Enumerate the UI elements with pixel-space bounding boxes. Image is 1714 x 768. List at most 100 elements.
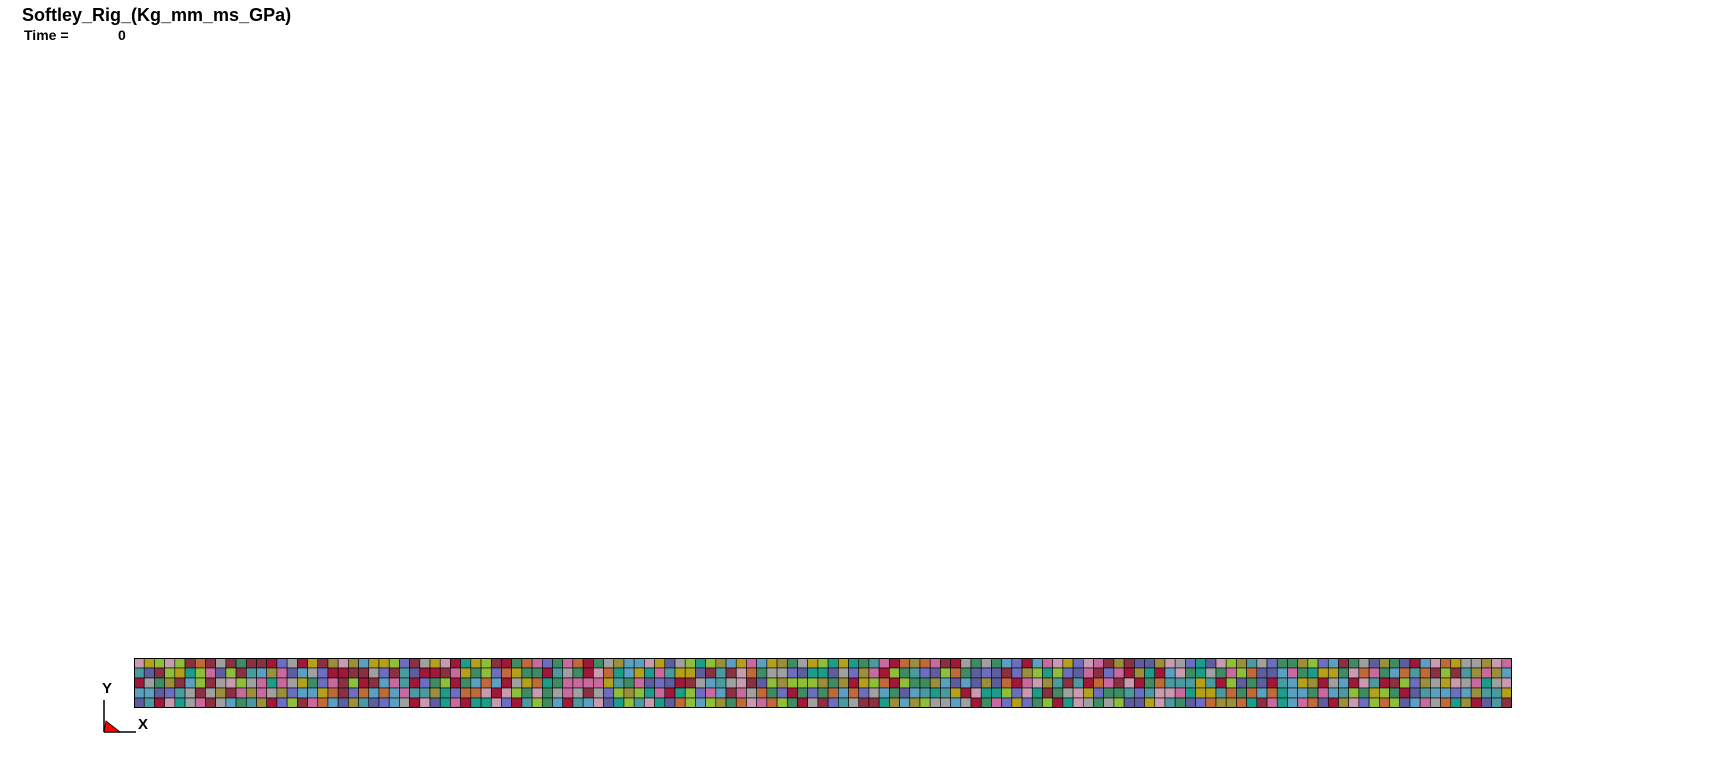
mesh-element[interactable] [991,677,1002,689]
mesh-element[interactable] [286,687,298,699]
mesh-element[interactable] [776,667,788,679]
mesh-element[interactable] [827,658,839,669]
mesh-element[interactable] [1164,658,1176,669]
mesh-element[interactable] [1103,658,1115,669]
mesh-element[interactable] [154,658,165,669]
mesh-element[interactable] [1338,687,1349,699]
mesh-element[interactable] [1154,658,1166,669]
mesh-element[interactable] [1501,697,1512,708]
mesh-element[interactable] [1031,677,1043,689]
mesh-element[interactable] [1348,667,1360,679]
mesh-element[interactable] [419,697,431,708]
mesh-element[interactable] [797,677,808,689]
mesh-element[interactable] [1409,687,1421,699]
mesh-element[interactable] [929,687,941,699]
mesh-element[interactable] [909,658,921,669]
mesh-element[interactable] [1419,658,1431,669]
mesh-element[interactable] [766,667,778,679]
mesh-element[interactable] [950,697,962,708]
mesh-element[interactable] [1215,667,1227,679]
mesh-element[interactable] [1327,697,1339,708]
mesh-element[interactable] [460,687,472,699]
mesh-element[interactable] [307,667,319,679]
mesh-element[interactable] [1481,658,1492,669]
mesh-element[interactable] [1103,697,1115,708]
mesh-element[interactable] [307,697,319,708]
mesh-element[interactable] [1287,677,1298,689]
mesh-element[interactable] [450,697,461,708]
mesh-element[interactable] [429,658,441,669]
mesh-element[interactable] [429,687,441,699]
mesh-element[interactable] [633,667,645,679]
mesh-element[interactable] [797,697,808,708]
mesh-element[interactable] [1021,667,1033,679]
mesh-element[interactable] [858,658,870,669]
mesh-element[interactable] [1460,667,1472,679]
mesh-element[interactable] [664,687,676,699]
mesh-element[interactable] [358,687,370,699]
mesh-element[interactable] [1450,697,1462,708]
mesh-element[interactable] [1338,658,1349,669]
mesh-element[interactable] [735,658,747,669]
mesh-element[interactable] [1430,667,1441,679]
mesh-element[interactable] [1011,697,1023,708]
mesh-element[interactable] [1052,697,1064,708]
mesh-element[interactable] [327,667,339,679]
mesh-element[interactable] [531,658,543,669]
mesh-element[interactable] [776,658,788,669]
mesh-element[interactable] [1491,687,1503,699]
mesh-element[interactable] [756,687,768,699]
mesh-element[interactable] [1021,687,1033,699]
mesh-element[interactable] [399,658,410,669]
mesh-element[interactable] [1042,697,1053,708]
mesh-element[interactable] [490,697,502,708]
mesh-element[interactable] [807,658,819,669]
mesh-element[interactable] [766,677,778,689]
mesh-element[interactable] [1379,658,1390,669]
mesh-element[interactable] [807,687,819,699]
mesh-element[interactable] [184,677,196,689]
mesh-element[interactable] [858,697,870,708]
mesh-element[interactable] [654,658,666,669]
mesh-element[interactable] [490,677,502,689]
mesh-element[interactable] [868,677,880,689]
mesh-element[interactable] [297,667,308,679]
mesh-element[interactable] [1195,658,1207,669]
mesh-element[interactable] [1317,697,1329,708]
mesh-element[interactable] [1460,687,1472,699]
mesh-element[interactable] [940,677,951,689]
mesh-element[interactable] [1246,667,1258,679]
mesh-element[interactable] [1481,687,1492,699]
mesh-element[interactable] [1409,667,1421,679]
mesh-element[interactable] [1225,697,1237,708]
mesh-element[interactable] [511,677,523,689]
mesh-element[interactable] [174,667,186,679]
mesh-element[interactable] [501,677,512,689]
mesh-element[interactable] [194,697,206,708]
mesh-element[interactable] [695,667,706,679]
mesh-element[interactable] [1174,667,1186,679]
mesh-element[interactable] [817,697,829,708]
mesh-element[interactable] [1430,658,1441,669]
mesh-element[interactable] [889,687,900,699]
mesh-element[interactable] [419,658,431,669]
mesh-element[interactable] [1460,697,1472,708]
mesh-element[interactable] [1276,667,1288,679]
mesh-element[interactable] [1144,677,1156,689]
mesh-element[interactable] [623,658,635,669]
mesh-element[interactable] [419,667,431,679]
mesh-element[interactable] [266,697,278,708]
mesh-element[interactable] [1368,687,1380,699]
mesh-element[interactable] [368,658,380,669]
mesh-element[interactable] [1297,697,1309,708]
mesh-element[interactable] [245,687,257,699]
mesh-element[interactable] [399,677,410,689]
mesh-element[interactable] [878,677,890,689]
mesh-element[interactable] [409,677,421,689]
mesh-element[interactable] [205,667,216,679]
mesh-element[interactable] [521,687,533,699]
mesh-element[interactable] [1409,658,1421,669]
mesh-element[interactable] [378,658,390,669]
mesh-element[interactable] [715,667,727,679]
mesh-element[interactable] [276,677,288,689]
